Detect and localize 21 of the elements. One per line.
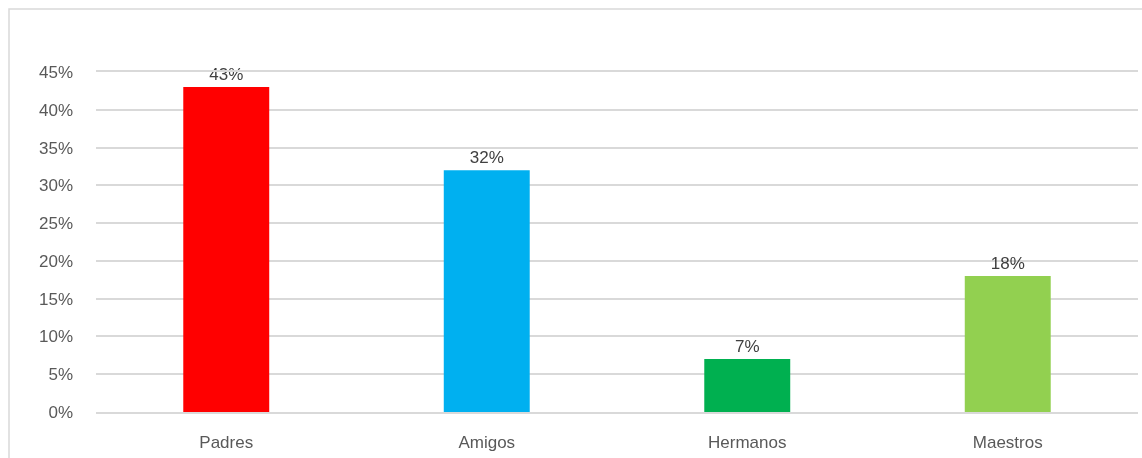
- x-tick-label: Hermanos: [708, 433, 787, 453]
- data-label: 18%: [990, 254, 1025, 273]
- y-tick-label: 40%: [38, 100, 73, 120]
- y-tick-label: 25%: [38, 214, 73, 234]
- data-label: 32%: [469, 148, 504, 168]
- y-tick-label: 45%: [38, 62, 73, 82]
- y-tick-label: 35%: [38, 138, 73, 158]
- y-tick-label: 0%: [48, 402, 73, 422]
- bar: [964, 276, 1051, 412]
- y-tick-label: 5%: [48, 365, 73, 385]
- x-tick-label: Maestros: [972, 433, 1043, 453]
- x-tick-label: Padres: [199, 433, 254, 453]
- bar: [443, 170, 530, 412]
- y-tick-label: 30%: [38, 176, 73, 196]
- bar: [183, 87, 270, 412]
- x-tick-label: Amigos: [458, 433, 516, 453]
- data-label: 7%: [734, 337, 760, 357]
- y-tick-label: 15%: [38, 289, 73, 309]
- y-tick-label: 20%: [38, 251, 73, 271]
- y-tick-label: 10%: [38, 327, 73, 347]
- bar: [704, 359, 791, 412]
